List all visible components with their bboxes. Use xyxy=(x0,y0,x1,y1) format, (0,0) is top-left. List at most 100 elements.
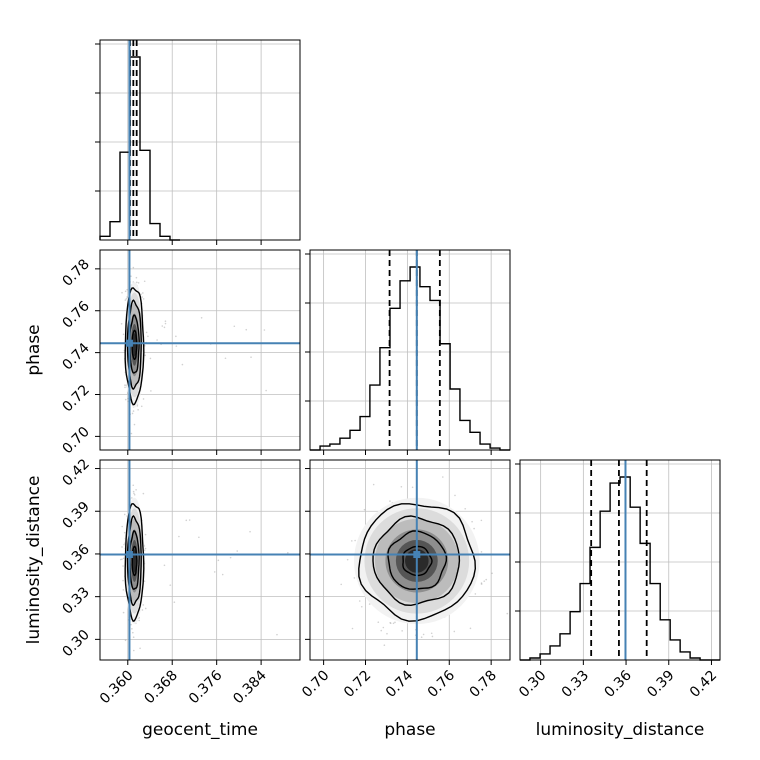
scatter-point xyxy=(125,297,128,300)
truth-marker xyxy=(125,339,133,347)
scatter-point xyxy=(147,335,149,338)
scatter-point xyxy=(141,296,143,298)
scatter-point xyxy=(250,356,252,358)
scatter-point xyxy=(149,357,152,360)
density-level xyxy=(132,333,137,357)
contour-line xyxy=(124,503,145,623)
scatter-point xyxy=(377,621,380,624)
panel-content xyxy=(100,250,300,450)
xlabel-phase: phase xyxy=(384,720,435,740)
scatter-point xyxy=(198,536,200,539)
scatter-point xyxy=(265,389,267,392)
scatter-point xyxy=(122,611,125,614)
xtick-label: 0.33 xyxy=(559,668,592,701)
scatter-point xyxy=(131,412,134,415)
scatter-point xyxy=(454,494,456,497)
scatter-point xyxy=(491,572,493,575)
scatter-point xyxy=(142,398,145,400)
ytick-label: 0.30 xyxy=(59,627,92,660)
panel-frame xyxy=(519,459,721,661)
scatter-point xyxy=(125,384,128,386)
scatter-point xyxy=(473,527,475,530)
scatter-point xyxy=(133,423,136,426)
scatter-point xyxy=(130,432,133,435)
scatter-point xyxy=(221,573,224,576)
scatter-point xyxy=(480,551,483,553)
panel-content xyxy=(310,460,510,660)
scatter-point xyxy=(138,619,140,622)
scatter-point xyxy=(175,345,178,347)
scatter-point xyxy=(411,486,414,489)
scatter-point xyxy=(161,325,164,327)
ytick-label: 0.36 xyxy=(59,541,92,574)
scatter-point xyxy=(474,593,477,595)
scatter-point xyxy=(360,605,363,608)
scatter-point xyxy=(422,633,425,636)
scatter-point xyxy=(121,546,123,548)
scatter-point xyxy=(137,408,139,411)
scatter-point xyxy=(139,647,141,650)
scatter-point xyxy=(141,609,144,611)
scatter-point xyxy=(122,579,124,582)
scatter-point xyxy=(132,484,135,487)
ytick-label: 0.39 xyxy=(59,499,92,532)
xlabel-geocent-time: geocent_time xyxy=(142,720,258,740)
scatter-point xyxy=(142,292,144,294)
scatter-point xyxy=(144,354,146,357)
scatter-point xyxy=(135,276,138,279)
scatter-point xyxy=(163,326,166,329)
scatter-point xyxy=(123,531,126,534)
ytick-label: 0.33 xyxy=(59,584,92,617)
scatter-point xyxy=(383,644,386,647)
scatter-point xyxy=(506,612,509,615)
truth-marker xyxy=(125,551,133,559)
contour-line xyxy=(126,515,142,607)
scatter-point xyxy=(480,583,483,585)
contour-line xyxy=(131,545,138,577)
scatter-point xyxy=(123,543,125,546)
scatter-point xyxy=(394,621,396,624)
scatter-point xyxy=(121,291,123,294)
scatter-point xyxy=(368,603,371,605)
contour-line xyxy=(402,545,433,577)
xtick-label: 0.368 xyxy=(141,668,181,708)
panel-phase-luminosity_distance xyxy=(310,460,510,660)
scatter-point xyxy=(142,298,145,300)
scatter-point xyxy=(127,397,129,400)
scatter-point xyxy=(420,636,423,639)
scatter-point xyxy=(132,649,135,652)
xtick-label: 0.39 xyxy=(644,668,677,701)
frames-layer xyxy=(99,39,721,661)
panel-geocent_time-phase xyxy=(100,250,300,450)
panel-frame xyxy=(309,249,511,451)
scatter-point xyxy=(126,296,128,298)
ylabel-phase: phase xyxy=(24,324,44,375)
scatter-point xyxy=(483,580,486,582)
scatter-point xyxy=(363,508,366,511)
scatter-point xyxy=(137,282,140,284)
scatter-point xyxy=(346,558,349,561)
scatter-point xyxy=(135,281,138,284)
scatter-point xyxy=(156,339,158,341)
scatter-point xyxy=(401,630,403,632)
scatter-point xyxy=(276,633,278,636)
scatter-point xyxy=(173,601,176,604)
scatter-point xyxy=(389,622,392,625)
scatter-point xyxy=(185,519,188,522)
scatter-point xyxy=(175,335,177,338)
scatter-point xyxy=(178,535,180,538)
scatter-point xyxy=(122,589,125,591)
contour-line xyxy=(358,503,477,622)
scatter-point xyxy=(143,280,146,283)
scatter-point xyxy=(471,520,473,523)
xtick-label: 0.36 xyxy=(602,667,635,700)
histogram-luminosity_distance xyxy=(520,476,720,661)
scatter-point xyxy=(485,578,488,581)
scatter-point xyxy=(480,582,483,584)
scatter-point xyxy=(181,363,184,366)
scatter-point xyxy=(142,604,145,606)
ytick-label: 0.72 xyxy=(59,382,92,415)
truth-marker xyxy=(413,551,421,559)
xtick-label: 0.78 xyxy=(467,668,500,701)
scatter-point xyxy=(122,333,125,336)
